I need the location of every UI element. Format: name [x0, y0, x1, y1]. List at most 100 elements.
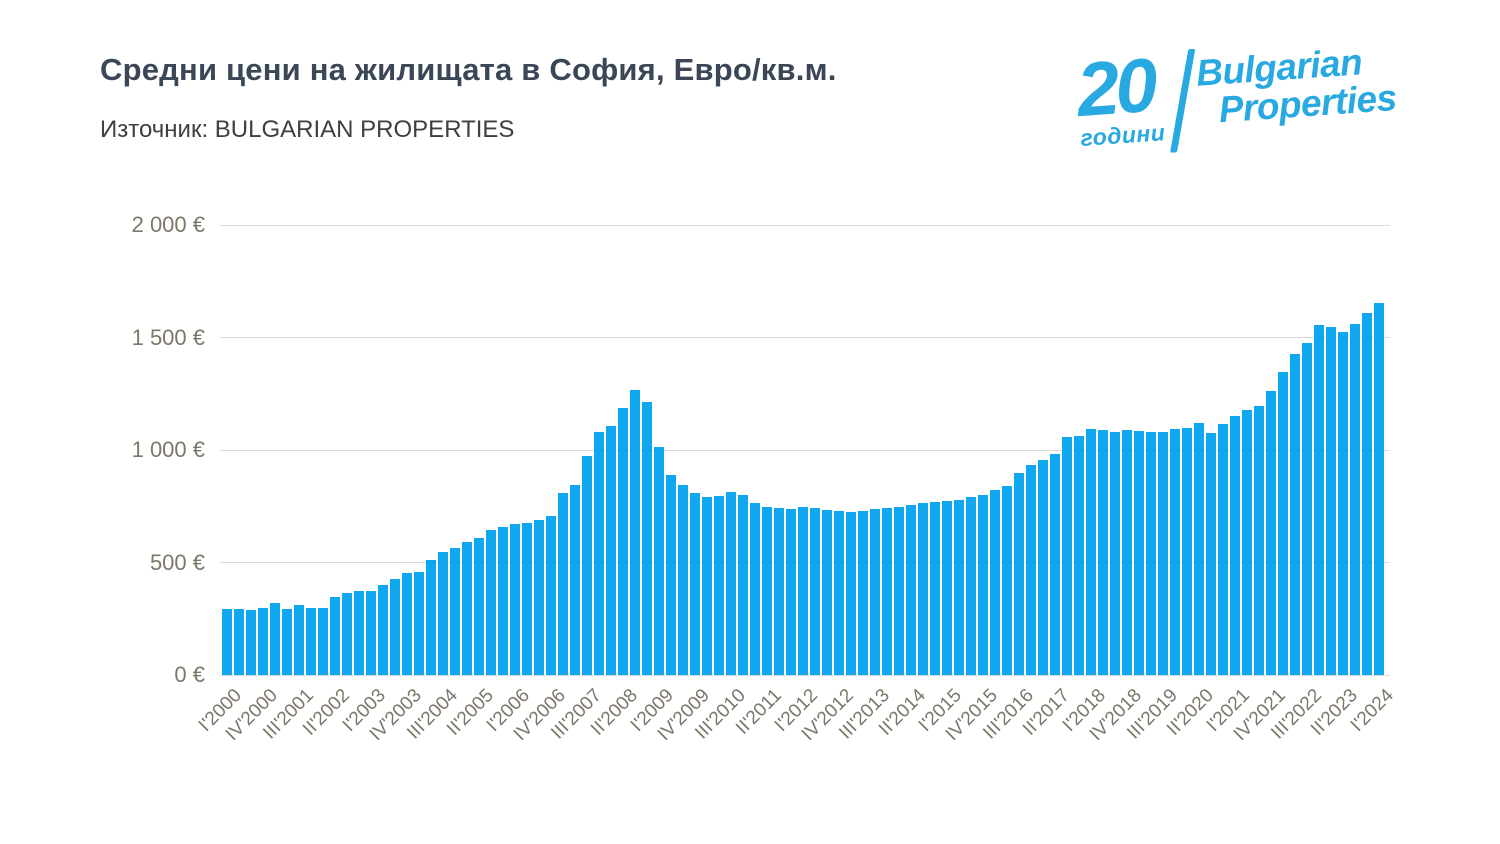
- bar-II'2021: [1242, 409, 1252, 675]
- bar-IV'2011: [786, 508, 796, 675]
- y-axis-tick-label: 500 €: [149, 549, 205, 575]
- bar-III'2003: [390, 579, 400, 675]
- bar-II'2018: [1098, 430, 1108, 675]
- y-axis-tick-label: 0 €: [174, 662, 205, 687]
- bar-IV'2017: [1074, 436, 1084, 675]
- bar-II'2003: [378, 585, 388, 675]
- bar-III'2000: [246, 610, 256, 675]
- bar-II'2009: [666, 474, 676, 675]
- bar-IV'2019: [1170, 429, 1180, 675]
- bar-II'2000: [234, 609, 244, 675]
- bar-I'2023: [1326, 326, 1336, 675]
- bar-II'2005: [474, 538, 484, 675]
- bar-IV'2014: [930, 502, 940, 675]
- y-gridline-0: [220, 674, 1390, 676]
- bar-II'2017: [1050, 454, 1060, 675]
- bar-II'2010: [714, 495, 724, 675]
- bar-IV'2022: [1314, 324, 1324, 675]
- bar-III'2021: [1254, 405, 1264, 675]
- bar-I'2004: [414, 571, 424, 675]
- bar-III'2009: [678, 484, 688, 675]
- bar-III'2001: [294, 605, 304, 675]
- page-title: Средни цени на жилищата в София, Евро/кв…: [100, 52, 837, 87]
- bar-I'2003: [366, 590, 376, 675]
- bar-III'2017: [1062, 436, 1072, 675]
- y-axis-tick-label: 1 000 €: [131, 437, 205, 462]
- bar-I'2010: [702, 496, 712, 675]
- y-axis-tick-label: 2 000 €: [131, 212, 205, 237]
- bar-III'2005: [486, 530, 496, 675]
- bar-IV'2007: [594, 431, 604, 675]
- bar-III'2007: [582, 456, 592, 675]
- logo-godini-text: години: [1079, 119, 1167, 152]
- bar-II'2004: [426, 560, 436, 675]
- y-gridline-1000: [220, 449, 1390, 451]
- bar-I'2015: [942, 501, 952, 675]
- bar-II'2023: [1338, 332, 1348, 675]
- bar-III'2014: [918, 502, 928, 675]
- bar-I'2000: [222, 608, 232, 675]
- bar-I'2001: [270, 603, 280, 675]
- bar-II'2002: [330, 596, 340, 675]
- bar-IV'2016: [1026, 465, 1036, 675]
- bar-I'2017: [1038, 459, 1048, 675]
- bar-I'2014: [894, 506, 904, 675]
- bar-II'2012: [810, 507, 820, 675]
- bar-I'2002: [318, 608, 328, 675]
- bar-IV'2021: [1266, 391, 1276, 675]
- bar-I'2007: [558, 493, 568, 675]
- bar-III'2020: [1206, 432, 1216, 675]
- bar-IV'2001: [306, 608, 316, 675]
- bar-III'2019: [1158, 431, 1168, 675]
- bar-I'2008: [606, 425, 616, 675]
- bar-I'2009: [654, 446, 664, 675]
- bar-IV'2018: [1122, 429, 1132, 675]
- bar-I'2006: [510, 524, 520, 675]
- bar-III'2010: [726, 491, 736, 675]
- bar-II'2014: [906, 504, 916, 675]
- bar-III'2022: [1302, 342, 1312, 675]
- bar-I'2024: [1374, 302, 1384, 675]
- source-label: Източник: BULGARIAN PROPERTIES: [100, 116, 515, 143]
- bar-II'2016: [1002, 486, 1012, 675]
- bar-IV'2000: [258, 608, 268, 675]
- bar-IV'2005: [498, 526, 508, 675]
- bar-III'2008: [630, 390, 640, 675]
- bar-IV'2010: [738, 495, 748, 675]
- bar-I'2018: [1086, 429, 1096, 675]
- bar-IV'2004: [450, 548, 460, 675]
- bar-II'2022: [1290, 353, 1300, 675]
- logo-slash-divider: [1169, 48, 1196, 153]
- bar-I'2019: [1134, 431, 1144, 675]
- bar-III'2016: [1014, 472, 1024, 675]
- bar-I'2021: [1230, 416, 1240, 675]
- bar-III'2012: [822, 510, 832, 675]
- bar-III'2004: [438, 551, 448, 675]
- y-gridline-2000: [220, 224, 1390, 226]
- bar-II'2001: [282, 608, 292, 675]
- bar-I'2005: [462, 541, 472, 675]
- logo-anniversary: 20 години: [1074, 43, 1167, 152]
- bar-III'2002: [342, 593, 352, 675]
- bar-chart-plot-area: 0 €500 €1 000 €1 500 €2 000 € I'2000 IV'20…: [132, 212, 1398, 745]
- bar-I'2011: [750, 503, 760, 675]
- bar-IV'2012: [834, 510, 844, 675]
- bar-II'2020: [1194, 422, 1204, 675]
- bar-II'2008: [618, 408, 628, 675]
- bar-I'2016: [990, 490, 1000, 675]
- bar-II'2013: [858, 510, 868, 675]
- bar-IV'2020: [1218, 424, 1228, 675]
- bar-III'2018: [1110, 431, 1120, 675]
- bar-IV'2002: [354, 590, 364, 675]
- bar-IV'2009: [690, 493, 700, 675]
- bar-II'2011: [762, 507, 772, 675]
- bar-IV'2023: [1362, 313, 1372, 675]
- bar-IV'2003: [402, 573, 412, 675]
- y-axis-tick-label: 1 500 €: [131, 324, 205, 350]
- bar-IV'2013: [882, 508, 892, 675]
- logo-brand-name: Bulgarian Properties: [1195, 35, 1398, 130]
- bar-IV'2015: [978, 495, 988, 675]
- bar-III'2011: [774, 508, 784, 675]
- bar-II'2007: [570, 485, 580, 675]
- y-gridline-1500: [220, 337, 1390, 338]
